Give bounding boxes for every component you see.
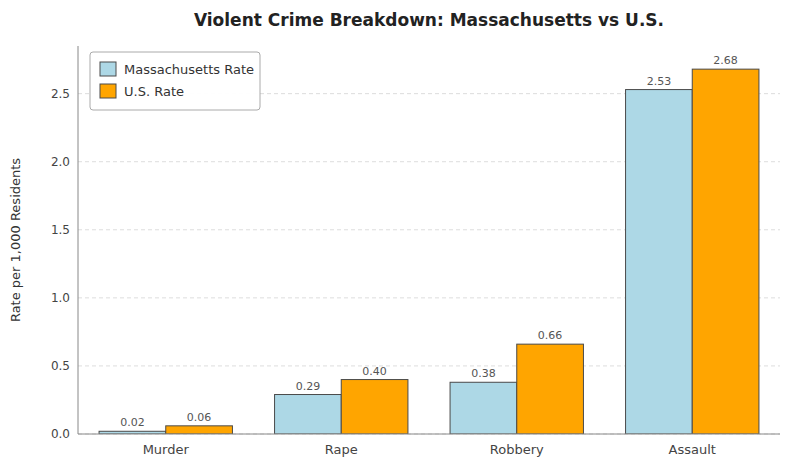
y-tick-label: 2.5 — [51, 87, 70, 101]
x-tick-label: Murder — [143, 442, 190, 457]
chart-container: Violent Crime Breakdown: Massachusetts v… — [0, 0, 800, 476]
bar — [450, 382, 517, 434]
legend-frame — [90, 52, 260, 110]
x-axis-line — [78, 434, 780, 435]
x-tick-label: Rape — [325, 442, 358, 457]
legend-label: U.S. Rate — [124, 84, 184, 99]
x-tick-label: Assault — [669, 442, 716, 457]
legend-label: Massachusetts Rate — [124, 62, 254, 77]
y-tick-label: 1.0 — [51, 291, 70, 305]
bar — [517, 344, 584, 434]
y-axis-line — [78, 46, 79, 434]
y-tick-label: 0.0 — [51, 427, 70, 441]
x-tick-label: Robbery — [490, 442, 544, 457]
data-label: 0.66 — [538, 329, 563, 342]
data-label: 0.40 — [362, 365, 387, 378]
bar — [692, 69, 759, 434]
legend-swatch — [100, 84, 116, 98]
y-axis-label: Rate per 1,000 Residents — [8, 158, 23, 322]
data-label: 0.29 — [296, 380, 321, 393]
chart: Violent Crime Breakdown: Massachusetts v… — [0, 0, 800, 476]
legend-swatch — [100, 62, 116, 76]
y-tick-label: 0.5 — [51, 359, 70, 373]
y-tick-label: 2.0 — [51, 155, 70, 169]
data-label: 0.02 — [120, 416, 145, 429]
bar — [626, 90, 693, 434]
y-tick-label: 1.5 — [51, 223, 70, 237]
bars — [99, 69, 759, 434]
legend: Massachusetts Rate U.S. Rate — [90, 52, 260, 110]
bar — [341, 380, 408, 434]
title: Violent Crime Breakdown: Massachusetts v… — [194, 10, 664, 30]
data-label: 2.68 — [713, 54, 738, 67]
data-label: 0.06 — [187, 411, 212, 424]
bar — [275, 395, 342, 434]
data-label: 0.38 — [471, 367, 496, 380]
grid-line — [78, 434, 780, 435]
data-label: 2.53 — [647, 75, 672, 88]
bar — [166, 426, 233, 434]
